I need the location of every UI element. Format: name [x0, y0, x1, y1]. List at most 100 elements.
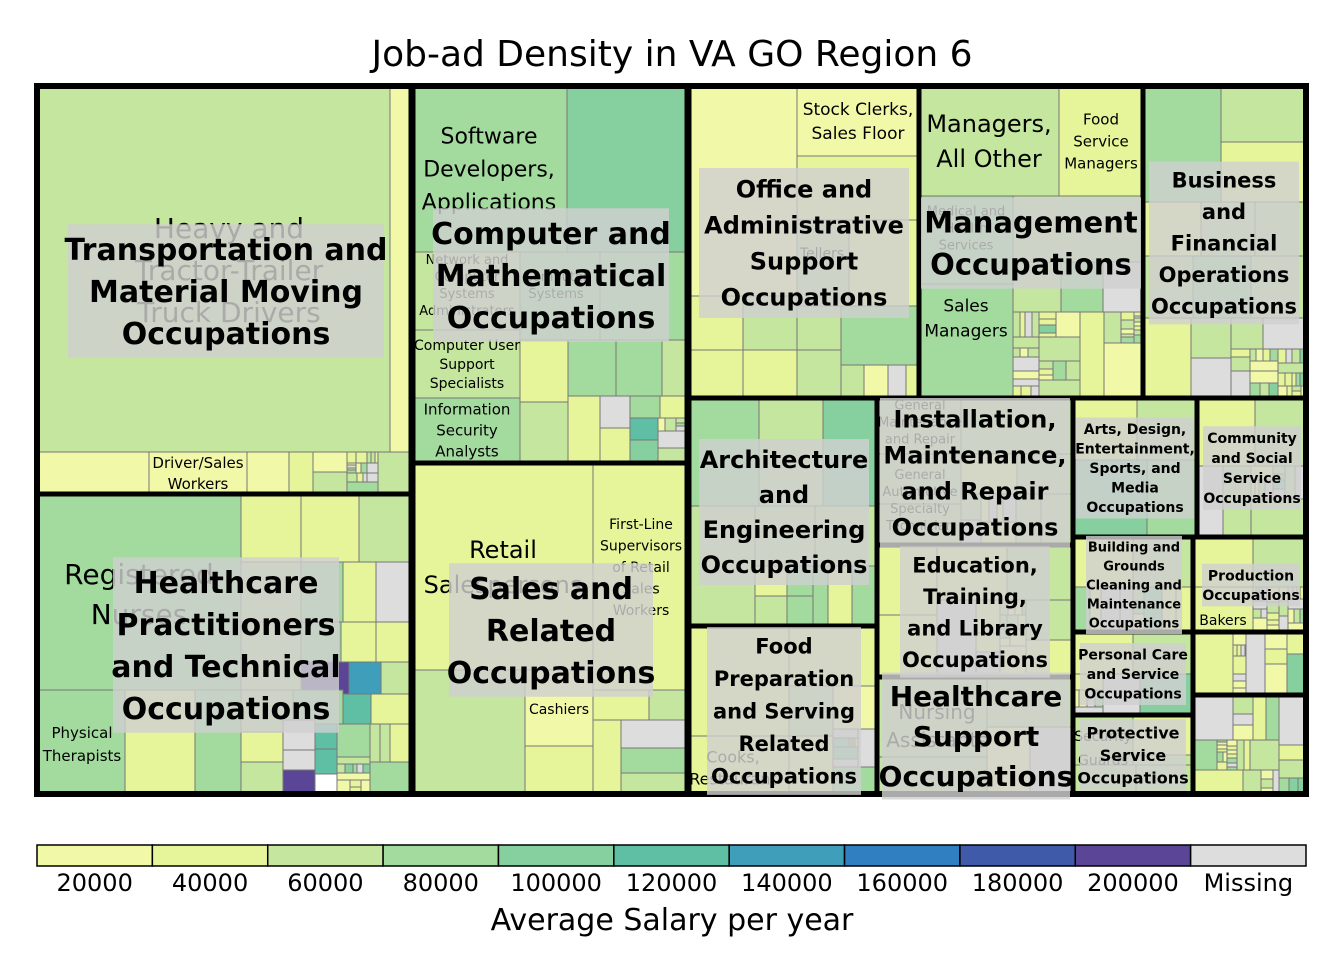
treemap-cell: [1236, 644, 1242, 657]
treemap-cell: [1295, 372, 1301, 387]
treemap-cell: [336, 723, 371, 758]
colorbar-tick-label: 120000: [626, 869, 718, 897]
treemap-cell: [742, 349, 798, 399]
group-label: Education, Training, and Library Occupation…: [902, 553, 1048, 672]
treemap-cell: [1266, 619, 1280, 626]
treemap-cell: [1249, 360, 1279, 372]
treemap-cell: [863, 364, 889, 399]
colorbar-tick-label: 60000: [287, 869, 363, 897]
treemap-cell: [369, 723, 381, 763]
treemap-cell: [1192, 694, 1234, 741]
treemap-cell: [1249, 370, 1279, 384]
colorbar-tick-label: 140000: [741, 869, 833, 897]
treemap-cell: [887, 364, 907, 399]
treemap-cell: [370, 693, 412, 725]
group-label: Healthcare Practitioners and Technical Occu…: [111, 566, 340, 727]
label-physical-therapists: Physical Therapists: [42, 724, 122, 765]
treemap-cell: [1232, 680, 1247, 689]
treemap-cell: [1103, 342, 1144, 399]
treemap-cell: [1278, 694, 1307, 746]
treemap-cell: [282, 769, 316, 795]
treemap-cell: [1252, 608, 1262, 619]
treemap-cell: [592, 719, 622, 795]
label-software-developers: Software Developers, Applications: [422, 125, 556, 216]
treemap-cell: [661, 339, 688, 397]
treemap-cell: [240, 493, 302, 563]
colorbar-segment: [959, 844, 1077, 867]
treemap-cell: [1120, 311, 1135, 321]
group-label: Computer and Mathematical Occupations: [431, 217, 671, 336]
treemap-cell: [1232, 724, 1254, 741]
colorbar-tick-label: 160000: [856, 869, 948, 897]
treemap-cell: [1226, 762, 1238, 768]
colorbar-segment: [266, 844, 384, 867]
treemap-cell: [629, 395, 661, 419]
treemap-cell: [688, 349, 744, 399]
treemap-cell: [1012, 370, 1040, 380]
treemap-cell: [369, 761, 412, 795]
treemap-cell: [1038, 311, 1057, 320]
treemap-cell: [282, 749, 316, 771]
treemap-cell: [1278, 744, 1307, 761]
treemap-cell: [840, 364, 865, 399]
leaf-physical-therapists: [36, 689, 126, 795]
treemap-cell: [1216, 744, 1228, 750]
treemap-cell: [1226, 739, 1238, 747]
treemap-cell: [1243, 739, 1251, 771]
treemap-cell: [1216, 761, 1228, 771]
treemap-cell: [36, 451, 150, 495]
treemap-cell: [599, 395, 631, 429]
treemap-cell: [342, 561, 377, 623]
treemap-cell: [1226, 745, 1238, 751]
group-label: Installation, Maintenance, and Repair Occup…: [883, 406, 1066, 542]
treemap-cell: [389, 85, 412, 453]
treemap-cell: [620, 772, 688, 795]
treemap-cell: [599, 427, 631, 464]
treemap-cell: [1038, 324, 1057, 334]
treemap-cell: [1230, 370, 1251, 399]
treemap-cell: [342, 693, 372, 725]
colorbar-segment: [36, 844, 154, 867]
treemap-cell: [1287, 608, 1295, 624]
group-label-backdrop: [1076, 417, 1194, 519]
group-label-backdrop: [882, 672, 1070, 800]
treemap-cell: [336, 772, 371, 781]
label-managers-all-other: Managers, All Other: [926, 110, 1051, 173]
treemap-cell: [1065, 360, 1081, 381]
treemap-cell: [288, 451, 314, 495]
treemap-cell: [1024, 311, 1033, 338]
treemap-cell: [1192, 769, 1244, 795]
treemap-cell: [379, 723, 391, 763]
label-stock-clerks: Stock Clerks, Sales Floor: [803, 100, 914, 144]
treemap-cell: [356, 763, 364, 774]
treemap-cell: [336, 756, 371, 765]
label-computer-user-support: Computer User Support Specialists: [414, 338, 520, 392]
treemap-cell: [1265, 694, 1280, 741]
treemap-cell: [377, 451, 412, 495]
treemap-cell: [366, 472, 379, 483]
group-label: Architecture and Engineering Occupations: [700, 446, 869, 579]
group-label-backdrop: [433, 208, 669, 342]
treemap-cell: [1038, 360, 1054, 370]
treemap-cell: [360, 462, 368, 474]
treemap-cell: [1242, 769, 1262, 795]
group-label-backdrop: [707, 627, 861, 795]
treemap-cell: [358, 493, 412, 563]
group-label-backdrop: [1202, 563, 1300, 607]
group-label-backdrop: [1149, 161, 1299, 325]
colorbar-segment: [1074, 844, 1192, 867]
treemap-cell: [1232, 655, 1247, 675]
treemap-cell: [1264, 648, 1288, 665]
colorbar: 20000 40000 60000 80000 100000 120000 140000 16…: [36, 844, 1307, 897]
treemap-cell: [1038, 318, 1057, 326]
treemap-cell: [786, 595, 814, 627]
treemap-cell: [356, 472, 364, 483]
treemap-cell: [1226, 753, 1238, 759]
treemap-cell: [1285, 348, 1293, 364]
group-label: Sales and Related Occupations: [447, 572, 656, 691]
group-label-backdrop: [1086, 535, 1182, 635]
treemap-cell: [648, 689, 688, 721]
treemap-cell: [1012, 336, 1040, 349]
group-borders: [34, 83, 1309, 797]
